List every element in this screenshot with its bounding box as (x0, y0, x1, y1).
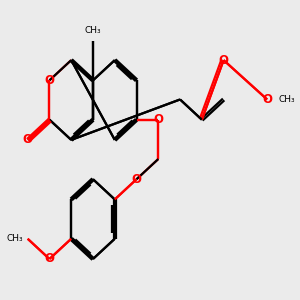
Text: CH₃: CH₃ (6, 234, 23, 243)
Text: O: O (262, 93, 272, 106)
Text: O: O (44, 253, 55, 266)
Text: O: O (219, 54, 229, 67)
Text: CH₃: CH₃ (278, 95, 295, 104)
Text: O: O (131, 173, 142, 186)
Text: O: O (23, 134, 33, 146)
Text: O: O (44, 74, 55, 87)
Text: O: O (153, 113, 163, 126)
Text: CH₃: CH₃ (85, 26, 101, 35)
